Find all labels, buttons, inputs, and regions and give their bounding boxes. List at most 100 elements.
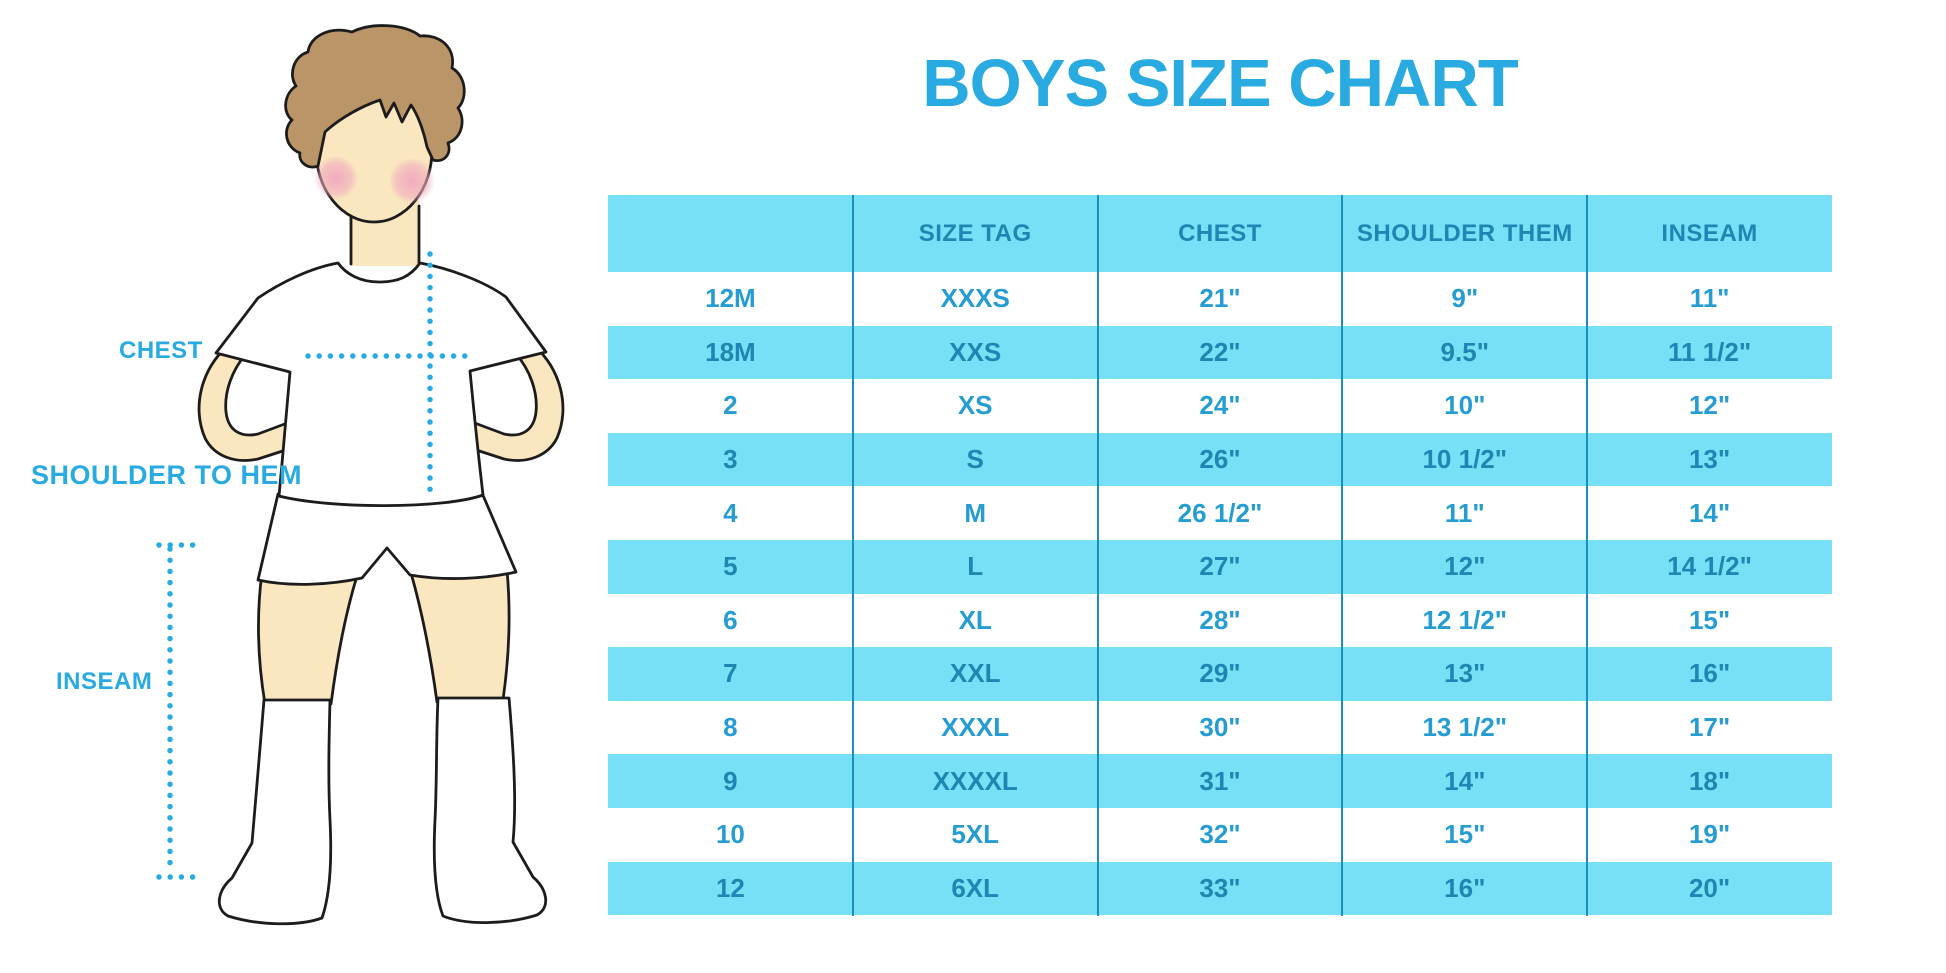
table-cell: XL [958, 604, 992, 635]
inseam-measure-line [156, 542, 197, 880]
size-chart-table: SIZE TAG CHEST SHOULDER THEM INSEAM 12M XXXS… [608, 195, 1832, 916]
table-cell: 16" [1688, 658, 1731, 689]
table-cell: 4 [723, 497, 738, 528]
table-cell: S [966, 444, 984, 475]
table-cell: XXS [949, 336, 1002, 367]
table-cell: M [964, 497, 987, 528]
table-cell: 6XL [951, 872, 1000, 903]
table-cell: 15" [1688, 604, 1731, 635]
table-cell: 16" [1444, 872, 1486, 903]
table-cell: 12 1/2" [1422, 604, 1508, 635]
table-cell: 27" [1199, 551, 1241, 582]
table-cell: 26" [1199, 444, 1241, 475]
table-row: 3 S 26" 10 1/2" 13" [608, 432, 1832, 487]
table-cell: XXXS [940, 283, 1010, 314]
table-row: 8 XXXL 30" 13 1/2" 17" [608, 701, 1832, 755]
table-cell: 12 [715, 872, 745, 903]
table-cell: 18M [705, 336, 756, 367]
table-cell: 13" [1444, 658, 1486, 689]
column-header: CHEST [1178, 219, 1262, 247]
table-cell: 14" [1688, 497, 1731, 528]
shoulder-to-hem-label: SHOULDER TO HEM [31, 460, 303, 490]
t-shirt [214, 261, 548, 508]
left-arm [197, 340, 297, 462]
table-row: 7 XXL 29" 13" 16" [608, 647, 1832, 701]
table-cell: 21" [1199, 283, 1241, 314]
table-row: 6 XL 28" 12 1/2" 15" [608, 594, 1832, 648]
column-header: SHOULDER THEM [1356, 219, 1573, 247]
hair [284, 24, 466, 169]
table-cell: L [967, 551, 984, 582]
boy-figure-illustration [156, 24, 565, 926]
table-cell: 13" [1688, 444, 1731, 475]
table-cell: 15" [1444, 819, 1486, 850]
column-divider [1096, 195, 1099, 916]
table-cell: 12M [705, 283, 756, 314]
table-cell: 24" [1199, 390, 1241, 421]
table-cell: 7 [723, 658, 738, 689]
table-cell: 9.5" [1440, 336, 1490, 367]
table-cell: 20" [1688, 872, 1731, 903]
table-cell: 9 [723, 765, 738, 796]
table-cell: 2 [723, 390, 738, 421]
table-cell: XXL [949, 658, 1001, 689]
column-header: SIZE TAG [918, 219, 1032, 247]
table-cell: 5XL [951, 819, 1000, 850]
table-cell: 14 1/2" [1667, 551, 1752, 582]
table-row: 4 M 26 1/2" 11" 14" [608, 486, 1832, 540]
table-cell: XXXL [941, 712, 1010, 743]
table-cell: 9" [1451, 283, 1479, 314]
table-row: 2 XS 24" 10" 12" [608, 379, 1832, 433]
table-cell: 10 [715, 819, 745, 850]
table-cell: 10" [1444, 390, 1486, 421]
table-row: 12M XXXS 21" 9" 11" [608, 272, 1832, 326]
table-cell: 31" [1199, 765, 1241, 796]
table-cell: XXXXL [932, 765, 1018, 796]
table-cell: 29" [1199, 658, 1241, 689]
blush-right-cheek [389, 158, 435, 204]
table-cell: 13 1/2" [1422, 712, 1508, 743]
table-row: 9 XXXXL 31" 14" 18" [608, 754, 1832, 808]
table-cell: 32" [1199, 819, 1241, 850]
table-cell: 11" [1444, 497, 1485, 528]
right-sock [432, 696, 547, 925]
table-row: 10 5XL 32" 15" 19" [608, 808, 1832, 862]
table-cell: 11" [1689, 283, 1730, 314]
table-cell: 11 1/2" [1668, 336, 1752, 367]
right-arm [465, 340, 565, 462]
table-cell: XS [957, 390, 993, 421]
table-cell: 33" [1199, 872, 1241, 903]
column-divider [1341, 195, 1344, 916]
table-cell: 28" [1199, 604, 1241, 635]
table-cell: 17" [1688, 712, 1731, 743]
page-title: BOYS SIZE CHART [922, 46, 1519, 121]
column-divider [1586, 195, 1589, 916]
left-leg [257, 570, 359, 706]
table-cell: 8 [723, 712, 738, 743]
table-cell: 18" [1688, 765, 1731, 796]
table-cell: 12" [1688, 390, 1731, 421]
left-sock [218, 698, 333, 926]
table-row: 5 L 27" 12" 14 1/2" [608, 539, 1832, 594]
table-cell: 14" [1444, 765, 1486, 796]
table-cell: 5 [723, 551, 738, 582]
right-leg [409, 568, 511, 704]
table-cell: 19" [1688, 819, 1731, 850]
blush-left-cheek [314, 156, 358, 200]
column-divider [851, 195, 854, 916]
table-cell: 26 1/2" [1177, 497, 1263, 528]
table-cell: 10 1/2" [1422, 444, 1508, 475]
table-cell: 22" [1199, 336, 1241, 367]
table-cell: 6 [723, 604, 738, 635]
inseam-label: INSEAM [56, 668, 153, 695]
table-cell: 30" [1199, 712, 1241, 743]
table-cell: 12" [1444, 551, 1486, 582]
table-cell: 3 [723, 444, 738, 475]
table-row: 12 6XL 33" 16" 20" [608, 861, 1832, 916]
table-header-row: SIZE TAG CHEST SHOULDER THEM INSEAM [608, 195, 1832, 272]
chest-label: CHEST [119, 337, 203, 364]
table-row: 18M XXS 22" 9.5" 11 1/2" [608, 325, 1832, 380]
table-body: 12M XXXS 21" 9" 11" 18M XXS 22" 9.5" 11 1/2" 2 XS 24… [608, 272, 1832, 916]
column-header: INSEAM [1661, 219, 1758, 247]
